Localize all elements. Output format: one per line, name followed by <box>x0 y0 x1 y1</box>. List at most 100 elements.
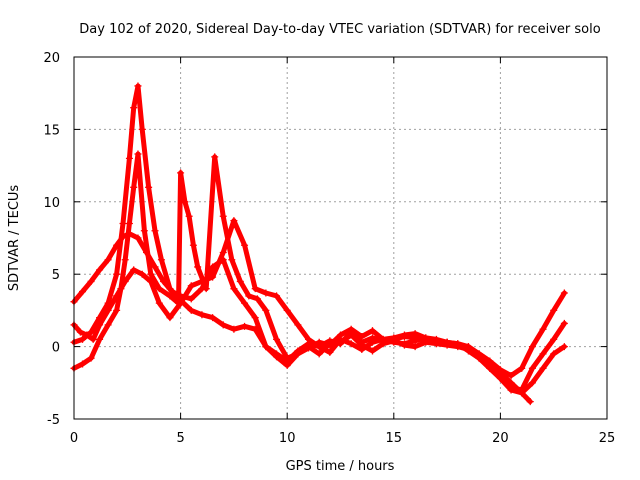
data-point <box>219 212 227 220</box>
data-point <box>145 183 153 191</box>
data-point <box>157 256 165 264</box>
data-point <box>283 361 291 369</box>
data-point <box>294 321 302 329</box>
series-trace <box>71 218 567 393</box>
data-point <box>219 248 227 256</box>
data-point <box>177 169 185 177</box>
data-point <box>211 153 219 161</box>
data-point <box>539 364 547 372</box>
data-point <box>368 327 376 335</box>
data-point <box>104 321 112 329</box>
x-tick-label: 5 <box>176 431 184 446</box>
data-point <box>283 306 291 314</box>
data-point <box>209 314 217 322</box>
data-point <box>113 306 121 314</box>
data-point <box>560 319 568 327</box>
data-point <box>273 353 281 361</box>
data-point <box>539 325 547 333</box>
data-point <box>337 338 344 346</box>
data-point <box>168 288 176 296</box>
data-point <box>134 234 142 242</box>
x-tick-label: 15 <box>386 431 403 446</box>
data-point <box>209 273 217 281</box>
data-point <box>138 270 146 278</box>
data-point <box>560 289 568 297</box>
data-point <box>228 256 236 264</box>
data-point <box>119 220 127 228</box>
data-point <box>273 335 281 343</box>
y-tick-label: -5 <box>47 413 60 428</box>
plot-frame <box>73 56 608 420</box>
data-point <box>219 321 227 329</box>
data-point <box>496 369 504 377</box>
data-point <box>79 360 87 368</box>
y-tick-label: 20 <box>43 51 60 66</box>
data-point <box>305 335 313 343</box>
data-point <box>347 331 355 339</box>
data-point <box>166 292 174 300</box>
data-point <box>358 332 366 340</box>
data-point <box>185 212 193 220</box>
data-point <box>87 277 95 285</box>
plot-area <box>70 82 568 406</box>
data-point <box>96 321 104 329</box>
data-point <box>379 340 387 348</box>
data-point <box>294 350 302 358</box>
data-point <box>174 299 182 307</box>
y-tick-label: 10 <box>43 196 60 211</box>
x-tick-label: 25 <box>599 431 616 446</box>
data-point <box>130 104 138 112</box>
data-point <box>507 379 515 387</box>
data-point <box>315 343 323 351</box>
data-point <box>400 331 408 339</box>
x-axis-label: GPS time / hours <box>286 459 395 474</box>
axis-ticks: 0 5 10 15 20 25 -5 0 5 10 15 20 <box>43 51 615 446</box>
data-point <box>151 263 159 271</box>
data-point <box>273 292 281 300</box>
data-point <box>76 328 84 336</box>
x-tick-label: 20 <box>492 431 509 446</box>
data-point <box>79 335 87 343</box>
data-point <box>130 183 138 191</box>
data-point <box>253 295 261 303</box>
data-point <box>422 338 430 346</box>
data-point <box>411 330 419 338</box>
data-point <box>245 292 253 300</box>
data-point <box>251 285 259 293</box>
data-point <box>475 350 483 358</box>
data-point <box>550 306 558 314</box>
data-point <box>241 322 249 330</box>
data-point <box>166 314 174 322</box>
y-tick-label: 15 <box>43 123 60 138</box>
data-point <box>528 364 536 372</box>
data-point <box>283 354 291 362</box>
data-point <box>368 347 376 355</box>
data-point <box>315 350 323 358</box>
data-point <box>305 343 313 351</box>
series-trace <box>71 151 533 405</box>
data-point <box>251 314 259 322</box>
data-point <box>130 266 138 274</box>
data-point <box>89 335 97 343</box>
data-point <box>87 354 95 362</box>
data-point <box>134 150 142 158</box>
data-point <box>147 270 155 278</box>
data-point <box>454 343 462 351</box>
data-point <box>241 299 249 307</box>
data-point <box>230 285 238 293</box>
data-point <box>262 343 270 351</box>
data-point <box>125 154 133 162</box>
x-tick-label: 0 <box>70 431 78 446</box>
series-track-4 <box>70 150 534 406</box>
data-point <box>368 338 376 346</box>
data-point <box>134 82 142 90</box>
data-point <box>189 241 197 249</box>
data-point <box>326 348 334 356</box>
data-point <box>230 217 238 225</box>
grid <box>74 57 607 419</box>
data-point <box>87 328 95 336</box>
data-point <box>151 227 159 235</box>
data-point <box>400 341 408 349</box>
data-point <box>140 227 148 235</box>
data-point <box>96 266 104 274</box>
